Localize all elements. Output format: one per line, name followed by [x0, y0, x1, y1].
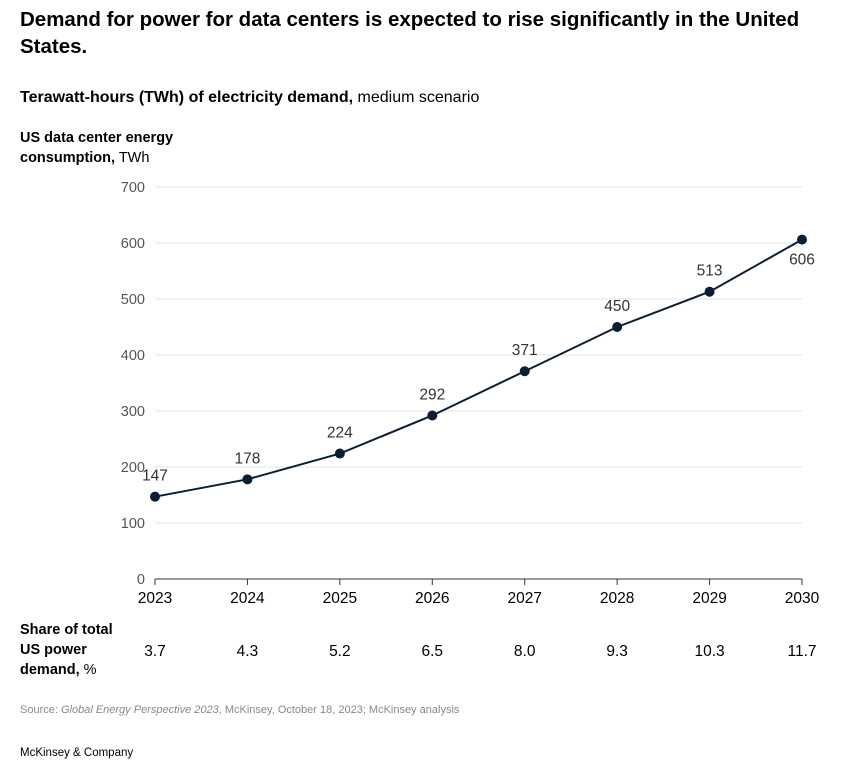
y-tick-label: 300	[121, 404, 145, 420]
subtitle-bold: Terawatt-hours (TWh) of electricity dema…	[20, 89, 354, 106]
data-label: 450	[604, 298, 630, 315]
data-point	[797, 234, 807, 245]
share-label-unit: %	[79, 662, 97, 678]
y-axis-unit: TWh	[115, 150, 150, 166]
data-label: 513	[697, 263, 723, 280]
source-suffix: , McKinsey, October 18, 2023; McKinsey a…	[218, 704, 460, 716]
data-label: 178	[234, 450, 260, 467]
share-value: 4.3	[237, 643, 259, 660]
data-point	[704, 286, 715, 297]
series-line	[154, 238, 803, 498]
share-label-bold: Share of total US power demand,	[20, 622, 113, 678]
x-tick-label: 2029	[692, 590, 726, 607]
x-tick-label: 2025	[323, 590, 357, 607]
share-value: 10.3	[694, 643, 724, 660]
source-prefix: Source:	[20, 704, 61, 716]
x-tick-label: 2023	[138, 590, 172, 607]
data-point	[242, 474, 253, 485]
data-label: 292	[419, 386, 445, 403]
x-tick-label: 2028	[600, 590, 634, 607]
data-label: 147	[142, 468, 168, 485]
y-tick-label: 0	[137, 572, 145, 588]
x-tick-label: 2027	[507, 590, 541, 607]
data-point	[519, 366, 530, 377]
y-axis-title: US data center energy consumption, TWh	[20, 128, 220, 168]
source-note: Source: Global Energy Perspective 2023, …	[20, 704, 459, 716]
y-axis-title-bold: US data center energy consumption,	[20, 130, 174, 166]
chart-subtitle: Terawatt-hours (TWh) of electricity dema…	[20, 89, 479, 107]
data-point	[612, 322, 623, 332]
share-row-label: Share of total US power demand, %	[20, 620, 130, 680]
data-point	[150, 491, 160, 502]
data-point	[427, 410, 438, 421]
share-value: 3.7	[144, 643, 166, 660]
data-point	[334, 448, 345, 459]
subtitle-scenario: medium scenario	[353, 89, 480, 106]
share-value: 8.0	[514, 643, 536, 660]
data-label: 371	[512, 342, 538, 359]
y-tick-label: 600	[121, 236, 145, 252]
y-tick-label: 700	[121, 180, 145, 196]
chart-title: Demand for power for data centers is exp…	[20, 8, 800, 58]
share-value: 5.2	[329, 643, 351, 660]
y-tick-label: 500	[121, 292, 145, 308]
y-tick-label: 200	[121, 460, 145, 476]
brand-footer: McKinsey & Company	[20, 747, 134, 759]
share-value: 6.5	[422, 643, 444, 660]
share-value: 11.7	[787, 643, 816, 660]
y-tick-label: 100	[121, 516, 145, 532]
share-value: 9.3	[606, 643, 628, 660]
x-tick-label: 2024	[230, 590, 265, 607]
x-tick-label: 2026	[415, 590, 449, 607]
x-tick-label: 2030	[785, 590, 820, 607]
data-label: 224	[327, 425, 353, 442]
data-label: 606	[789, 252, 815, 269]
y-tick-label: 400	[121, 348, 145, 364]
source-publication: Global Energy Perspective 2023	[60, 704, 219, 716]
